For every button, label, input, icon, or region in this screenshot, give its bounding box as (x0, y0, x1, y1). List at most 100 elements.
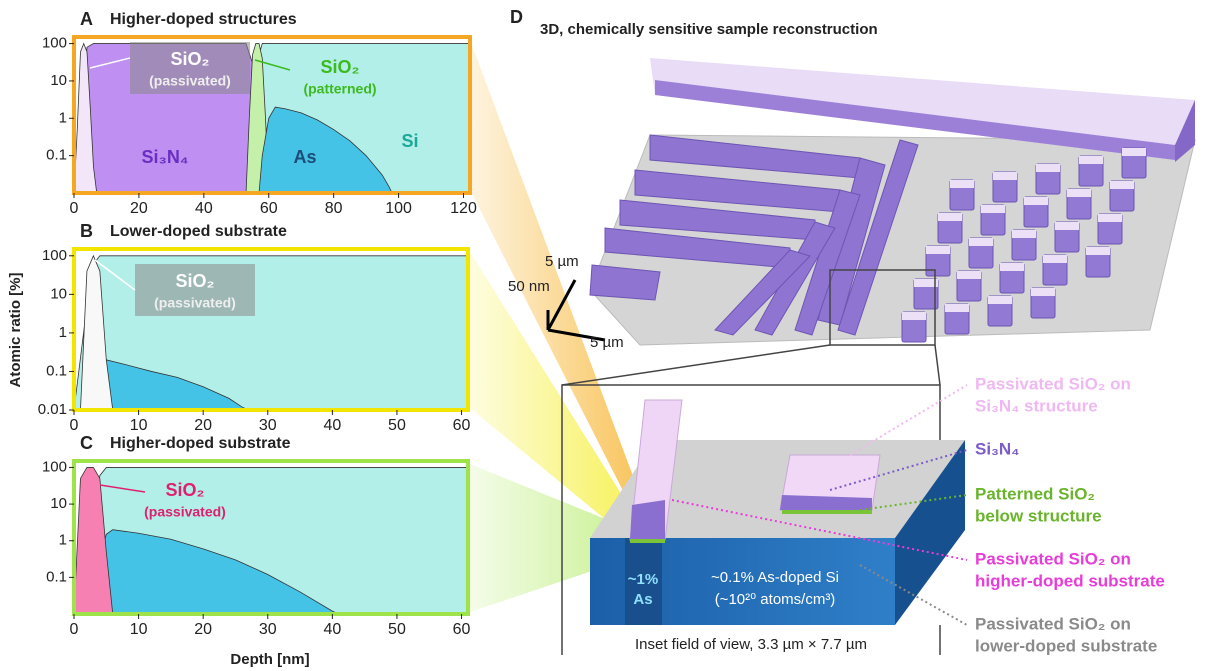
panel-letter: A (80, 9, 93, 29)
block-top (1067, 189, 1091, 197)
zoom-line (562, 345, 830, 385)
block-top (993, 172, 1017, 180)
series-note: (patterned) (303, 81, 376, 97)
y-tick-label: 0.1 (46, 362, 67, 379)
block-top (1110, 181, 1134, 189)
callout-text: lower-doped substrate (975, 636, 1157, 655)
panel-letter: C (80, 433, 93, 453)
x-tick-label: 50 (388, 621, 406, 638)
panel-title: Higher-doped structures (110, 11, 297, 28)
y-tick-label: 10 (50, 495, 67, 512)
series-note: (passivated) (154, 295, 236, 311)
inset-label: (~10²⁰ atoms/cm³) (715, 591, 836, 608)
panel-title: 3D, chemically sensitive sample reconstr… (540, 21, 878, 38)
inset-label: ~0.1% As-doped Si (711, 569, 839, 586)
x-tick-label: 60 (453, 621, 471, 638)
block-top (945, 304, 969, 312)
y-tick-label: 10 (50, 72, 67, 89)
x-tick-label: 100 (385, 200, 412, 217)
callout-text: Passivated SiO₂ on (975, 549, 1131, 568)
callout-text: Patterned SiO₂ (975, 484, 1095, 503)
block-top (1098, 214, 1122, 222)
x-tick-label: 40 (195, 200, 213, 217)
x-tick-label: 40 (323, 417, 341, 434)
y-tick-label: 0.01 (38, 401, 67, 418)
x-axis-label: Depth [nm] (230, 651, 309, 668)
x-tick-label: 40 (323, 621, 341, 638)
block-top (1079, 156, 1103, 164)
block-top (1012, 230, 1036, 238)
block-top (938, 213, 962, 221)
x-tick-label: 20 (194, 417, 212, 434)
block-top (1000, 263, 1024, 271)
block-top (926, 246, 950, 254)
callout-text: Si₃N₄ (975, 439, 1019, 458)
y-tick-label: 100 (42, 35, 67, 52)
x-tick-label: 60 (453, 417, 471, 434)
x-tick-label: 0 (70, 417, 79, 434)
x-tick-label: 30 (259, 417, 277, 434)
y-tick-label: 100 (42, 247, 67, 264)
x-tick-label: 10 (130, 621, 148, 638)
block-top (981, 205, 1005, 213)
y-tick-label: 10 (50, 285, 67, 302)
block-top (988, 296, 1012, 304)
scale-label: 5 µm (590, 334, 624, 351)
x-tick-label: 0 (70, 200, 79, 217)
block-top (1043, 255, 1067, 263)
block-top (1031, 288, 1055, 296)
callout-text: Si₃N₄ structure (975, 396, 1098, 415)
block-top (1086, 247, 1110, 255)
series-label: Si (401, 131, 418, 151)
inset-label: ~1% (628, 571, 658, 588)
x-tick-label: 120 (450, 200, 477, 217)
zoom-line (935, 345, 940, 385)
x-tick-label: 60 (260, 200, 278, 217)
x-tick-label: 50 (388, 417, 406, 434)
block-top (1122, 148, 1146, 156)
callout-text: higher-doped substrate (975, 571, 1165, 590)
block-top (957, 271, 981, 279)
x-tick-label: 20 (130, 200, 148, 217)
y-tick-label: 100 (42, 458, 67, 475)
figure: 0.1110100020406080100120AHigher-doped st… (0, 0, 1205, 671)
callout-text: Passivated SiO₂ on (975, 614, 1131, 633)
series-label: SiO₂ (320, 57, 359, 77)
scale-label: 5 µm (545, 253, 579, 270)
x-tick-label: 0 (70, 621, 79, 638)
reconstruction: D 3D, chemically sensitive sample recons… (508, 7, 1195, 656)
series-note: (passivated) (144, 504, 226, 520)
series-note: (passivated) (149, 73, 231, 89)
block-top (1024, 197, 1048, 205)
series-label: Si₃N₄ (142, 147, 189, 167)
y-tick-label: 0.1 (46, 147, 67, 164)
scale-label: 50 nm (508, 278, 550, 295)
y-tick-label: 1 (59, 109, 67, 126)
x-tick-label: 80 (325, 200, 343, 217)
y-tick-label: 1 (59, 324, 67, 341)
panel-letter: D (510, 7, 523, 27)
block-top (902, 312, 926, 320)
y-axis-label: Atomic ratio [%] (7, 272, 24, 387)
inset-label: As (633, 591, 652, 608)
block-top (1055, 222, 1079, 230)
x-tick-label: 10 (130, 417, 148, 434)
x-tick-label: 30 (259, 621, 277, 638)
block-top (1036, 164, 1060, 172)
x-tick-label: 20 (194, 621, 212, 638)
panel-title: Lower-doped substrate (110, 223, 287, 240)
block-top (969, 238, 993, 246)
block-top (950, 180, 974, 188)
inset-bar-side (630, 500, 665, 540)
callout-text: below structure (975, 506, 1102, 525)
series-label: As (293, 147, 316, 167)
y-tick-label: 0.1 (46, 568, 67, 585)
y-tick-label: 1 (59, 532, 67, 549)
series-label: SiO₂ (170, 49, 209, 69)
series-label: SiO₂ (175, 271, 214, 291)
inset-caption: Inset field of view, 3.3 µm × 7.7 µm (635, 636, 867, 653)
callout-text: Passivated SiO₂ on (975, 374, 1131, 393)
panel-title: Higher-doped substrate (110, 435, 291, 452)
series-label: SiO₂ (165, 480, 204, 500)
